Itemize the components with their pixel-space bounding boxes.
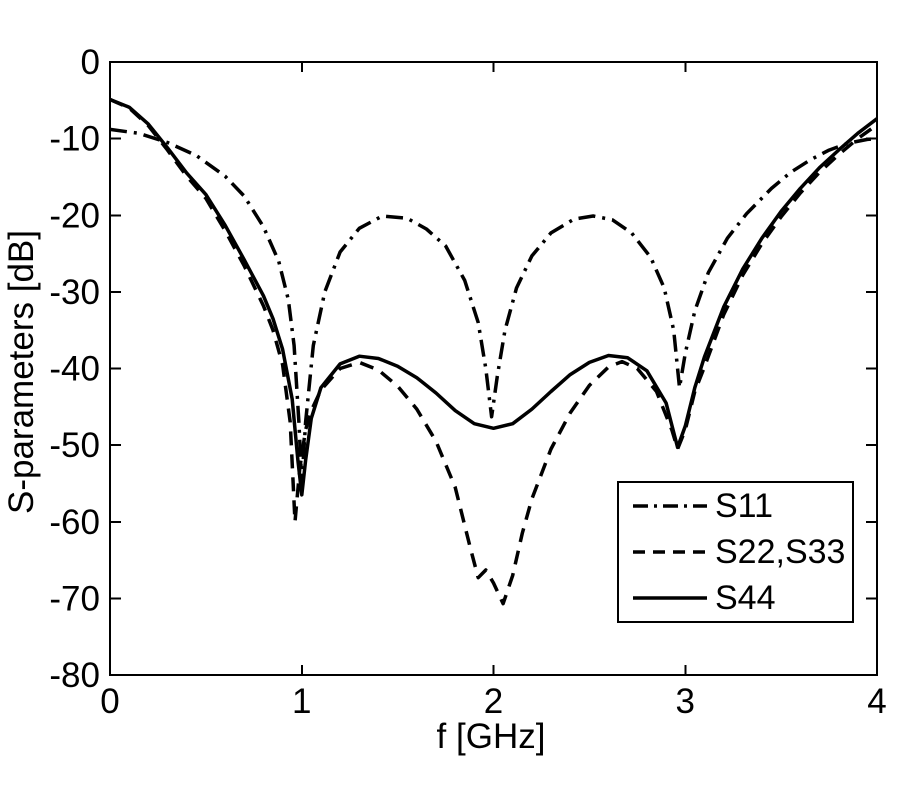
x-tick-label: 3 bbox=[676, 682, 695, 721]
ticks: 0 1 2 3 4 0 -10 -20 -30 -40 -50 -60 -70 -80 bbox=[49, 43, 886, 721]
y-axis-label: S-parameters [dB] bbox=[2, 230, 41, 514]
legend-line-solid bbox=[633, 596, 707, 600]
legend-line-dash-dot bbox=[633, 504, 707, 508]
x-axis-label: f [GHz] bbox=[436, 717, 546, 756]
series-s44 bbox=[109, 97, 879, 497]
y-tick-label: -80 bbox=[49, 656, 100, 695]
x-tick-label: 4 bbox=[867, 682, 886, 721]
legend-label: S11 bbox=[715, 487, 773, 525]
y-tick-label: -70 bbox=[49, 579, 100, 618]
y-tick-label: -40 bbox=[49, 350, 100, 389]
legend-label: S44 bbox=[715, 579, 776, 617]
y-tick-label: -30 bbox=[49, 273, 100, 312]
y-tick-label: -50 bbox=[49, 426, 100, 465]
x-tick-label: 2 bbox=[484, 682, 503, 721]
x-tick-label: 0 bbox=[100, 682, 119, 721]
legend-line-dashed bbox=[633, 550, 707, 554]
y-tick-label: -60 bbox=[49, 503, 100, 542]
legend-entry-s22-s33: S22,S33 bbox=[630, 534, 852, 570]
y-tick-label: -20 bbox=[49, 196, 100, 235]
legend-label: S22,S33 bbox=[715, 533, 846, 571]
series-s22-s33 bbox=[109, 97, 879, 606]
y-tick-label: 0 bbox=[81, 43, 100, 82]
y-tick-label: -10 bbox=[49, 120, 100, 159]
legend-entry-s44: S44 bbox=[630, 580, 852, 616]
legend: S11 S22,S33 S44 bbox=[617, 481, 854, 623]
series-group bbox=[109, 97, 879, 606]
x-tick-label: 1 bbox=[292, 682, 311, 721]
series-s11 bbox=[109, 127, 878, 486]
legend-entry-s11: S11 bbox=[630, 488, 852, 524]
